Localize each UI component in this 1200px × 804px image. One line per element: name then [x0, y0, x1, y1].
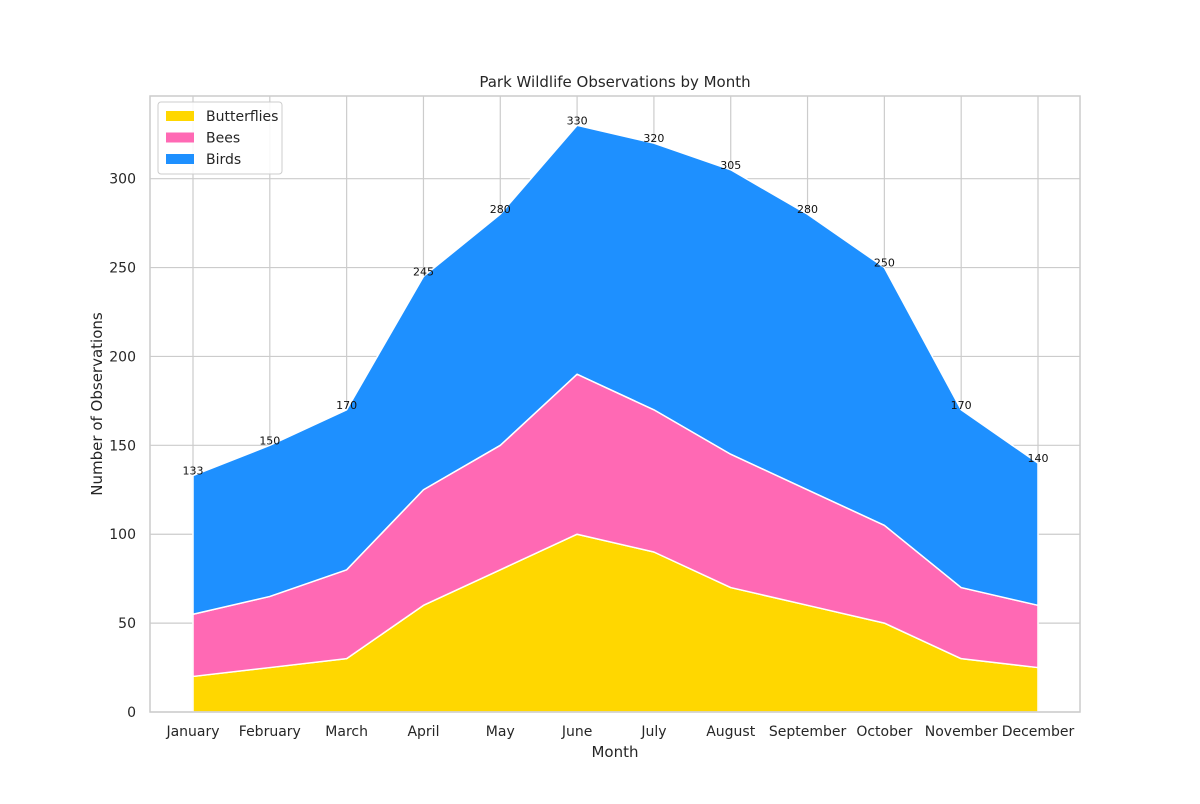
x-tick-label: January — [165, 724, 219, 740]
x-tick-label: August — [706, 724, 756, 740]
legend-swatch-bees — [166, 132, 194, 143]
legend-label-birds: Birds — [206, 152, 241, 168]
total-data-label: 245 — [413, 265, 434, 278]
y-tick-label: 50 — [118, 616, 136, 632]
area-series — [192, 124, 1039, 713]
legend: Butterflies Bees Birds — [157, 101, 283, 175]
chart-title: Park Wildlife Observations by Month — [479, 73, 750, 91]
x-tick-label: September — [769, 724, 847, 740]
y-tick-label: 0 — [127, 705, 136, 721]
legend-swatch-birds — [166, 154, 194, 164]
total-data-label: 150 — [259, 434, 280, 447]
total-data-label: 305 — [720, 159, 741, 172]
legend-label-bees: Bees — [206, 131, 240, 147]
legend-swatch-butterflies — [166, 111, 194, 121]
plot-frame — [149, 95, 1081, 713]
x-tick-label: March — [325, 724, 368, 740]
total-data-label: 250 — [874, 257, 895, 270]
y-tick-label: 250 — [109, 261, 136, 277]
x-tick-label: May — [486, 724, 515, 740]
y-tick-label: 200 — [109, 349, 136, 365]
legend-label-butterflies: Butterflies — [206, 109, 278, 125]
total-data-label: 170 — [336, 399, 357, 412]
x-tick-label: October — [856, 724, 912, 740]
area-birds — [192, 124, 1039, 615]
total-data-label: 280 — [797, 203, 818, 216]
total-data-label: 330 — [567, 114, 588, 127]
y-tick-label: 150 — [109, 438, 136, 454]
total-data-label: 140 — [1028, 452, 1049, 465]
x-tick-label: December — [1002, 724, 1075, 740]
x-axis-label: Month — [591, 743, 638, 761]
x-tick-label: February — [239, 724, 301, 740]
y-axis-label: Number of Observations — [88, 312, 106, 496]
x-tick-label: April — [407, 724, 439, 740]
total-data-label: 133 — [183, 465, 204, 478]
y-tick-label: 300 — [109, 172, 136, 188]
x-tick-label: June — [561, 724, 593, 740]
total-data-label: 170 — [951, 399, 972, 412]
data-labels: 133 150 170 245 280 330 320 305 280 250 170 140 — [183, 114, 1049, 477]
total-data-label: 320 — [643, 132, 664, 145]
y-tick-label: 100 — [109, 527, 136, 543]
total-data-label: 280 — [490, 203, 511, 216]
x-tick-label: November — [925, 724, 998, 740]
x-tick-label: July — [640, 724, 666, 740]
tick-labels: 0 50 100 150 200 250 300 January February March Ap… — [109, 172, 1074, 740]
